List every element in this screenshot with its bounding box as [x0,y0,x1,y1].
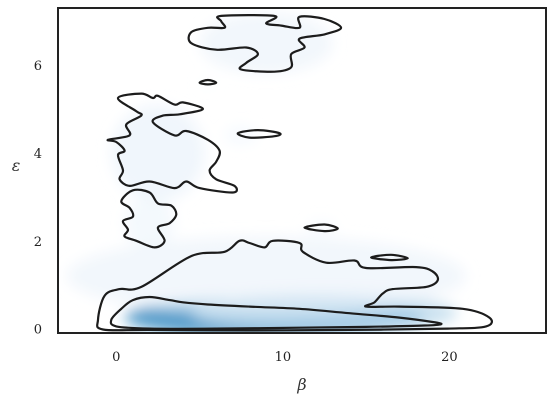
contour-lines [96,14,493,332]
density-blob-4 [111,104,205,202]
x-axis-label: β [296,375,306,394]
y-tick-label: 4 [34,147,42,162]
x-tick-label: 0 [112,350,120,365]
contour-outer-7 [370,253,409,262]
contour-outer-4 [187,14,343,73]
x-tick-label: 10 [275,350,292,365]
y-tick-label: 6 [34,59,42,74]
contour-outer-0 [96,239,493,332]
x-axis-ticks: 0 10 20 [112,350,458,365]
contour-outer-2 [106,92,239,194]
y-tick-label: 2 [34,235,42,250]
plot-frame [57,7,547,334]
contour-outer-6 [303,223,339,233]
density-blob-8 [306,221,337,235]
contour-inner-1 [109,295,443,330]
y-tick-label: 0 [34,323,42,338]
x-tick-label: 20 [441,350,458,365]
contour-outer-3 [120,188,178,249]
contour-outer-8 [198,78,218,86]
y-axis-label: ε [12,156,21,175]
contour-outer-5 [236,129,282,139]
y-axis-ticks: 0 2 4 6 [34,59,42,338]
density-blob-3 [66,236,467,316]
